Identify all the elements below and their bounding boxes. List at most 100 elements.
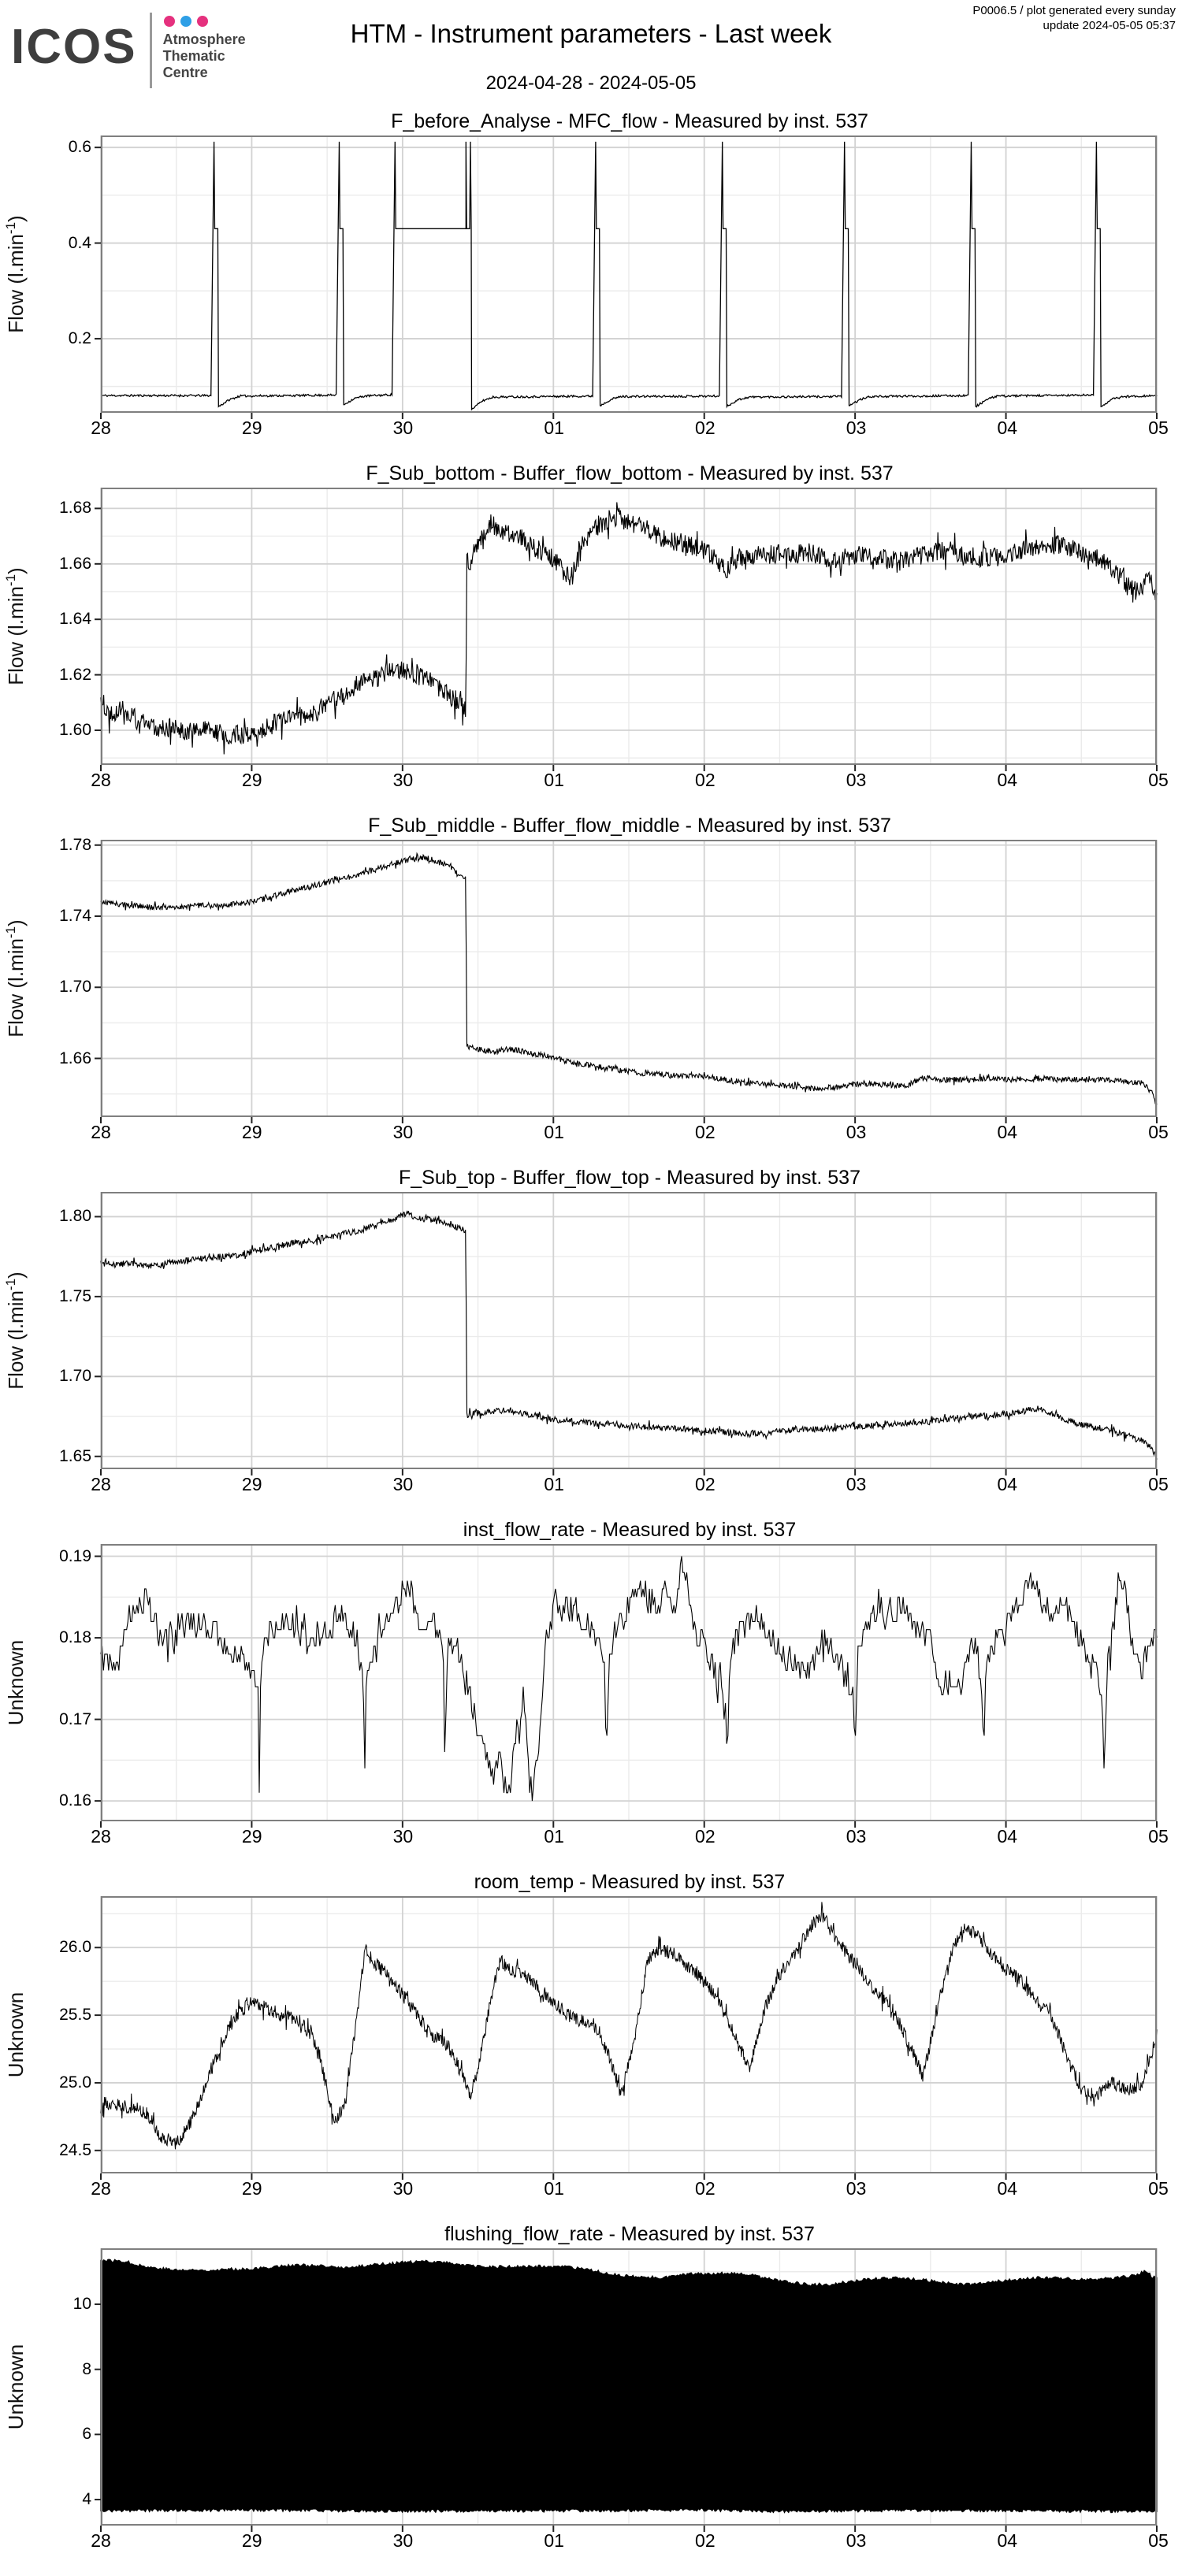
chart-title: inst_flow_rate - Measured by inst. 537 — [463, 1519, 797, 1541]
y-axis-ticks: 26.0 25.5 25.0 24.5 — [32, 1896, 101, 2173]
chart-panel-svg — [95, 135, 1158, 419]
y-tick-label: 0.4 — [68, 233, 91, 252]
y-tick-label: 1.70 — [59, 978, 91, 997]
chart-block: F_Sub_top - Buffer_flow_top - Measured b… — [0, 1165, 1182, 1517]
x-axis-ticks: 28 29 30 01 02 03 04 05 — [91, 2173, 1169, 2199]
y-axis-label: Flow (l.min-1) — [0, 488, 32, 765]
x-tick-label: 30 — [392, 418, 414, 438]
chart-title: flushing_flow_rate - Measured by inst. 5… — [444, 2223, 815, 2245]
x-tick-label: 03 — [846, 418, 867, 438]
x-tick-label: 30 — [392, 1826, 414, 1847]
y-axis-label: Flow (l.min-1) — [0, 840, 32, 1117]
x-tick-label: 01 — [544, 2530, 564, 2551]
x-tick-label: 03 — [846, 1122, 867, 1142]
plot-meta-line1: P0006.5 / plot generated every sunday — [972, 4, 1176, 17]
x-tick-label: 05 — [1148, 2530, 1169, 2551]
x-axis-ticks: 28 29 30 01 02 03 04 05 — [91, 413, 1169, 438]
y-tick-label: 1.65 — [59, 1446, 91, 1465]
y-axis-label-main: Unknown — [3, 1991, 28, 2078]
y-axis-label: Flow (l.min-1) — [0, 1192, 32, 1469]
y-tick-label: 1.60 — [59, 721, 91, 739]
x-tick-label: 04 — [997, 2530, 1018, 2551]
x-tick-label: 01 — [544, 1122, 564, 1142]
chart-title: F_before_Analyse - MFC_flow - Measured b… — [391, 110, 868, 132]
y-axis-label-end: ) — [3, 919, 28, 926]
y-tick-label: 0.17 — [59, 1709, 91, 1728]
y-tick-label: 10 — [72, 2295, 91, 2314]
y-axis-label-main: Flow (l.min — [3, 586, 28, 685]
plot-meta: P0006.5 / plot generated every sunday up… — [972, 3, 1176, 33]
x-tick-label: 28 — [91, 2178, 111, 2199]
x-tick-label: 29 — [241, 418, 262, 438]
y-tick-label: 0.18 — [59, 1628, 91, 1647]
chart-panel-svg — [95, 2248, 1158, 2532]
icos-logo: ICOS Atmosphere Thematic Centre — [11, 11, 246, 88]
chart-title: room_temp - Measured by inst. 537 — [474, 1871, 786, 1893]
chart-panel-svg — [95, 488, 1158, 771]
y-tick-label: 1.75 — [59, 1286, 91, 1305]
y-axis-label-sup: -1 — [3, 573, 19, 587]
y-axis-label-end: ) — [3, 1271, 28, 1279]
chart-title: F_Sub_middle - Buffer_flow_middle - Meas… — [368, 815, 891, 837]
x-tick-label: 02 — [695, 2178, 716, 2199]
page-header: ICOS Atmosphere Thematic Centre HTM - In… — [0, 0, 1182, 109]
chart-title: F_Sub_top - Buffer_flow_top - Measured b… — [399, 1167, 860, 1189]
chart-panel — [95, 1544, 1158, 1828]
y-axis-label: Unknown — [0, 1896, 32, 2173]
chart-panel — [95, 488, 1158, 771]
x-tick-label: 03 — [846, 2530, 867, 2551]
y-axis-ticks: 0.6 0.4 0.2 — [32, 135, 101, 413]
logo-dot-pink-icon — [163, 16, 175, 27]
y-tick-label: 26.0 — [59, 1938, 91, 1957]
x-tick-label: 04 — [997, 770, 1018, 790]
chart-panel — [95, 840, 1158, 1123]
x-tick-label: 28 — [91, 418, 111, 438]
x-tick-label: 02 — [695, 1826, 716, 1847]
x-tick-label: 04 — [997, 418, 1018, 438]
x-tick-label: 03 — [846, 1474, 867, 1494]
x-tick-label: 30 — [392, 1122, 414, 1142]
y-axis-label-main: Flow (l.min — [3, 938, 28, 1037]
x-tick-label: 04 — [997, 2178, 1018, 2199]
logo-sub-line1: Atmosphere — [162, 32, 246, 47]
page-title: HTM - Instrument parameters - Last week — [350, 19, 832, 48]
x-axis-ticks: 28 29 30 01 02 03 04 05 — [91, 2526, 1169, 2551]
logo-dots-icon — [163, 16, 246, 27]
y-tick-label: 1.74 — [59, 907, 91, 926]
y-tick-label: 1.80 — [59, 1207, 91, 1226]
x-tick-label: 29 — [241, 1122, 262, 1142]
chart-panel-svg — [95, 840, 1158, 1123]
logo-dot-pink2-icon — [196, 16, 208, 27]
y-axis-label-sup: -1 — [3, 221, 19, 235]
x-tick-label: 28 — [91, 770, 111, 790]
x-tick-label: 05 — [1148, 1826, 1169, 1847]
chart-band — [100, 2259, 1158, 2514]
logo-sub-line3: Centre — [162, 65, 208, 80]
chart-block: F_Sub_bottom - Buffer_flow_bottom - Meas… — [0, 461, 1182, 813]
x-tick-label: 01 — [544, 770, 564, 790]
x-tick-label: 04 — [997, 1826, 1018, 1847]
x-tick-label: 02 — [695, 418, 716, 438]
x-tick-label: 03 — [846, 2178, 867, 2199]
chart-panel — [95, 1192, 1158, 1475]
y-axis-label-sup: -1 — [3, 926, 19, 939]
date-range: 2024-04-28 - 2024-05-05 — [485, 72, 697, 94]
y-axis-label: Unknown — [0, 1544, 32, 1821]
y-axis-label: Flow (l.min-1) — [0, 135, 32, 413]
y-axis-label-main: Flow (l.min — [3, 234, 28, 333]
x-tick-label: 03 — [846, 770, 867, 790]
y-axis-label: Unknown — [0, 2248, 32, 2526]
y-tick-label: 1.68 — [59, 499, 91, 518]
chart-block: inst_flow_rate - Measured by inst. 537 U… — [0, 1517, 1182, 1869]
x-tick-label: 02 — [695, 770, 716, 790]
x-axis-ticks: 28 29 30 01 02 03 04 05 — [91, 765, 1169, 790]
chart-line — [100, 1902, 1158, 2150]
y-tick-label: 1.66 — [59, 554, 91, 573]
y-tick-label: 1.64 — [59, 610, 91, 629]
x-tick-label: 30 — [392, 2530, 414, 2551]
y-tick-label: 6 — [82, 2425, 91, 2444]
x-tick-label: 30 — [392, 1474, 414, 1494]
x-tick-label: 28 — [91, 1122, 111, 1142]
y-tick-label: 0.2 — [68, 328, 91, 347]
plot-meta-line2: update 2024-05-05 05:37 — [1043, 19, 1176, 32]
